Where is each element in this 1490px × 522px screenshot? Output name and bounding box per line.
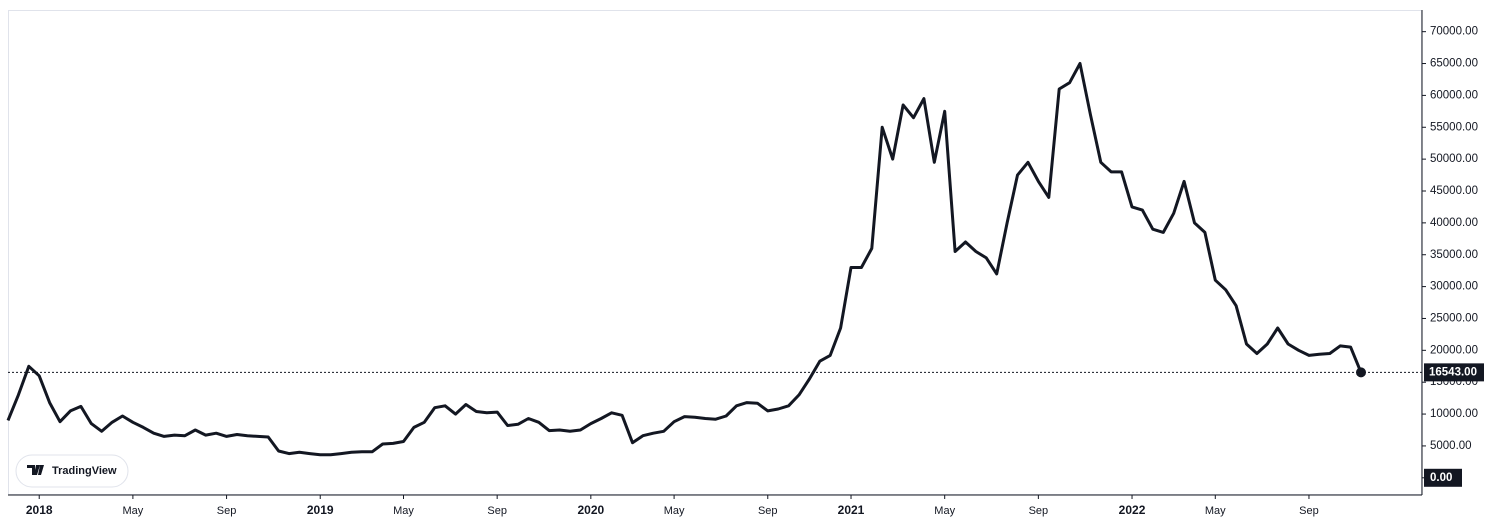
x-tick-label: May (123, 505, 144, 517)
y-tick-label: 70000.00 (1430, 26, 1478, 38)
x-tick-label: 2021 (838, 503, 865, 517)
y-tick-label: 35000.00 (1430, 249, 1478, 261)
x-tick-label: Sep (1299, 505, 1319, 517)
x-tick-label: May (934, 505, 955, 517)
price-line (6, 62, 1363, 457)
y-tick-label: 10000.00 (1430, 408, 1478, 420)
x-tick-label: Sep (1029, 505, 1049, 517)
x-tick-label: May (664, 505, 685, 517)
watermark-text: TradingView (52, 465, 117, 477)
y-tick-label: 20000.00 (1430, 344, 1478, 356)
x-tick-label: Sep (758, 505, 778, 517)
y-tick-label: 30000.00 (1430, 281, 1478, 293)
y-tick-label: 50000.00 (1430, 153, 1478, 165)
watermark-badge (15, 454, 129, 488)
x-tick-label: 2019 (307, 503, 334, 517)
x-tick-label: May (1205, 505, 1226, 517)
x-tick-label: 2018 (26, 503, 53, 517)
y-tick-box (1424, 468, 1462, 487)
x-tick-label: Sep (217, 505, 237, 517)
y-tick-label: 45000.00 (1430, 185, 1478, 197)
y-tick-label: 25000.00 (1430, 312, 1478, 324)
y-tick-label: 65000.00 (1430, 58, 1478, 70)
y-tick-label: 60000.00 (1430, 89, 1478, 101)
watermark: TradingView (15, 454, 129, 488)
y-tick-label: 40000.00 (1430, 217, 1478, 229)
current-price-tag (1424, 363, 1484, 382)
y-tick-label: 55000.00 (1430, 121, 1478, 133)
x-tick-label: 2020 (577, 503, 604, 517)
x-tick-label: 2022 (1119, 503, 1146, 517)
watermark-logo (27, 465, 44, 475)
current-price-label: 16543.00 (1429, 366, 1477, 378)
y-tick-label: 0.00 (1430, 472, 1452, 484)
last-point (1356, 367, 1366, 378)
y-tick-label: 5000.00 (1430, 440, 1472, 452)
x-tick-label: Sep (487, 505, 507, 517)
x-tick-label: May (393, 505, 414, 517)
